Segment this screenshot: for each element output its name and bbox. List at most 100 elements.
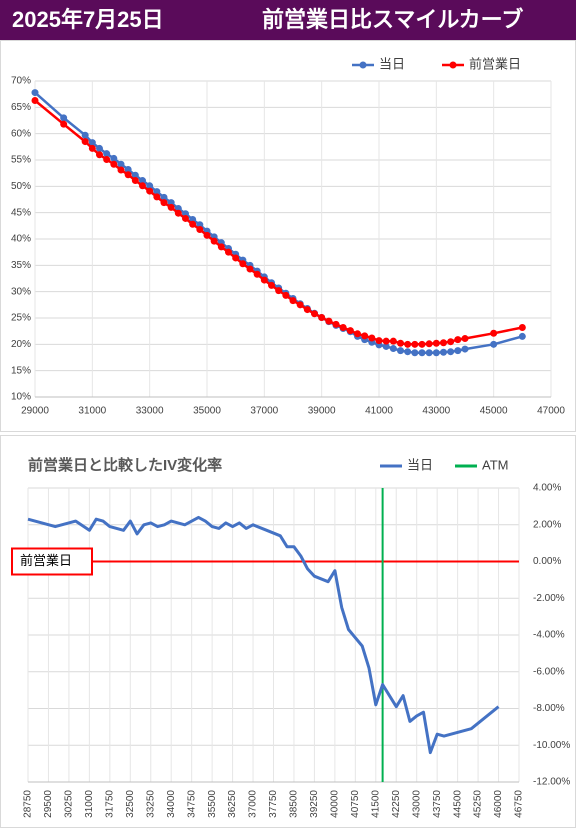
point xyxy=(160,199,168,207)
reference-label-box xyxy=(11,547,93,576)
point xyxy=(382,342,390,350)
x-tick-label: 34750 xyxy=(186,790,197,818)
point xyxy=(210,237,218,245)
point xyxy=(182,214,189,222)
point xyxy=(217,243,225,251)
point xyxy=(447,348,455,356)
point xyxy=(440,348,447,356)
point xyxy=(418,340,426,348)
point xyxy=(289,297,297,305)
point xyxy=(110,154,118,162)
point xyxy=(389,337,397,345)
point xyxy=(260,276,268,284)
point xyxy=(146,182,154,190)
x-tick-label: 41500 xyxy=(370,790,381,818)
x-tick-label: 34000 xyxy=(166,790,177,818)
x-tick-label: 39250 xyxy=(309,790,320,818)
y-tick-label: -10.00% xyxy=(533,740,570,751)
y-tick-label: 40% xyxy=(11,234,31,245)
point xyxy=(397,339,404,347)
x-tick-label: 44500 xyxy=(452,790,463,818)
x-tick-label: 35000 xyxy=(193,406,221,417)
x-tick-label: 39000 xyxy=(308,406,336,417)
y-tick-label: 0.00% xyxy=(533,556,561,567)
point xyxy=(282,291,290,299)
x-tick-label: 29500 xyxy=(43,790,54,818)
y-tick-label: 60% xyxy=(11,128,31,139)
point xyxy=(88,144,96,152)
y-tick-label: 2.00% xyxy=(533,519,561,530)
y-tick-label: 10% xyxy=(11,392,31,403)
point xyxy=(411,349,419,357)
point xyxy=(447,338,455,346)
x-tick-label: 36250 xyxy=(227,790,238,818)
y-tick-label: 30% xyxy=(11,286,31,297)
point xyxy=(404,348,412,356)
point xyxy=(397,347,404,355)
x-tick-label: 37750 xyxy=(268,790,279,818)
panel xyxy=(0,435,576,828)
y-tick-label: 55% xyxy=(11,155,31,166)
point xyxy=(418,349,426,357)
x-tick-label: 33000 xyxy=(136,406,164,417)
y-tick-label: 4.00% xyxy=(533,483,561,494)
point xyxy=(60,114,68,122)
y-tick-label: -2.00% xyxy=(533,593,565,604)
point xyxy=(440,339,447,347)
point xyxy=(174,209,182,217)
point xyxy=(153,193,161,201)
y-tick-label: 35% xyxy=(11,260,31,271)
point xyxy=(432,349,440,357)
y-tick-label: 45% xyxy=(11,207,31,218)
point xyxy=(518,323,526,331)
point xyxy=(88,139,96,147)
point xyxy=(253,270,261,278)
point xyxy=(196,226,204,234)
point xyxy=(103,150,111,158)
point xyxy=(461,335,469,343)
reference-label: 前営業日 xyxy=(20,553,72,568)
x-tick-label: 40750 xyxy=(350,790,361,818)
point xyxy=(117,166,125,174)
point xyxy=(131,171,139,179)
point xyxy=(425,340,433,348)
point xyxy=(131,177,139,185)
point xyxy=(268,281,275,289)
header-date: 2025年7月25日 xyxy=(12,7,164,32)
x-tick-label: 28750 xyxy=(23,790,34,818)
point xyxy=(153,188,161,196)
point xyxy=(332,320,340,328)
point xyxy=(239,260,247,268)
point xyxy=(490,340,498,348)
point xyxy=(81,138,89,146)
point xyxy=(325,317,333,325)
legend-label: 当日 xyxy=(407,457,433,472)
y-tick-label: 70% xyxy=(11,76,31,87)
x-tick-label: 43750 xyxy=(432,790,443,818)
legend-label: 当日 xyxy=(379,56,405,71)
point xyxy=(160,193,168,201)
point xyxy=(124,165,132,173)
point xyxy=(189,220,197,228)
x-tick-label: 37000 xyxy=(248,790,259,818)
x-tick-label: 31000 xyxy=(84,790,95,818)
point xyxy=(411,340,419,348)
chart-title: 前営業日と比較したIV変化率 xyxy=(28,456,222,474)
x-tick-label: 33250 xyxy=(145,790,156,818)
point xyxy=(31,89,39,97)
header-bar xyxy=(0,0,576,40)
point xyxy=(225,248,232,256)
point xyxy=(296,301,304,309)
x-tick-label: 42250 xyxy=(391,790,402,818)
legend-marker xyxy=(449,61,457,69)
point xyxy=(490,329,498,337)
point xyxy=(139,177,146,185)
point xyxy=(461,345,469,353)
y-tick-label: 50% xyxy=(11,181,31,192)
point xyxy=(303,306,311,314)
y-tick-label: 25% xyxy=(11,313,31,324)
point xyxy=(382,337,390,345)
x-tick-label: 30250 xyxy=(64,790,75,818)
